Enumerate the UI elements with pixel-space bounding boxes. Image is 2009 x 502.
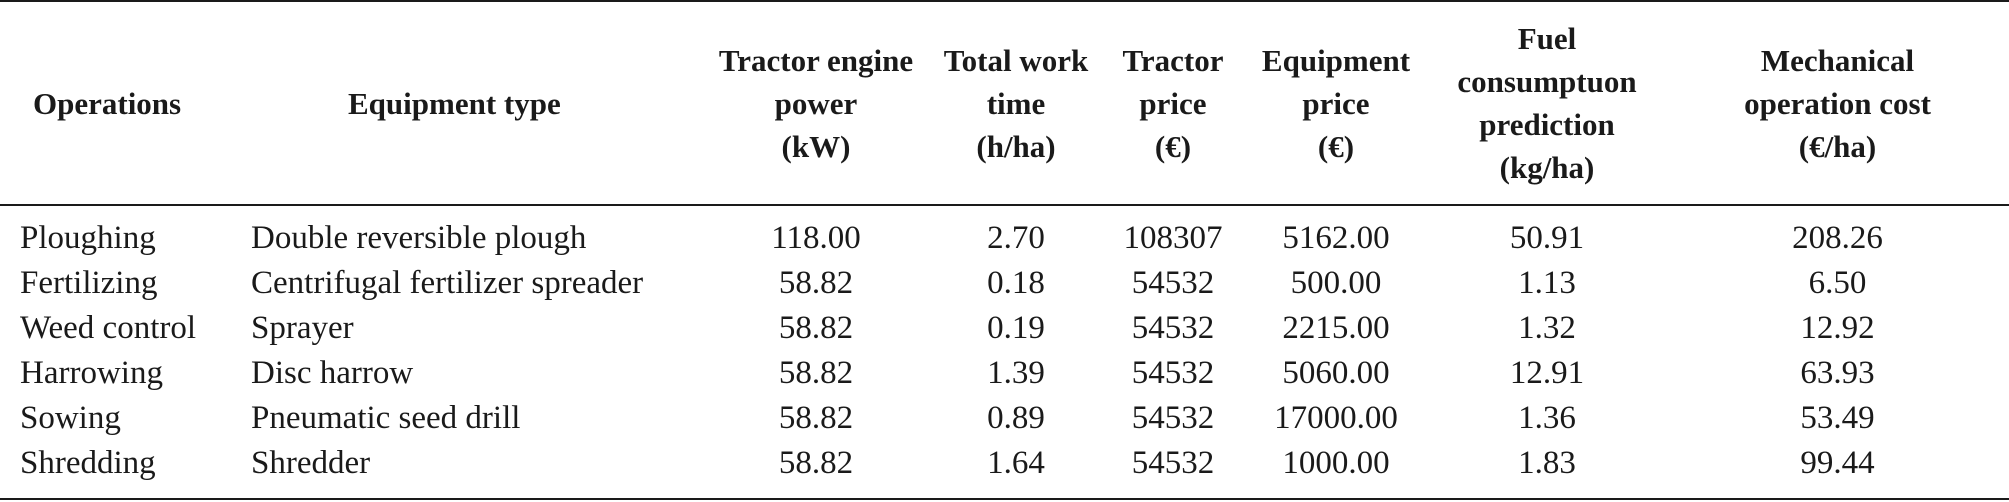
cell-equipment-type: Centrifugal fertilizer spreader <box>251 265 644 301</box>
header-total-work-time: Total work time (h/ha) <box>943 42 1089 164</box>
cell-equipment-type: Pneumatic seed drill <box>251 400 521 436</box>
header-equipment-price: Equipment price (€) <box>1261 42 1411 164</box>
cell-tractor-engine-power: 58.82 <box>778 445 854 481</box>
header-tractor-engine-power: Tractor engine power (kW) <box>718 42 914 164</box>
header-equipment-type: Equipment type <box>348 85 561 121</box>
cell-fuel-consumption: 1.13 <box>1518 265 1576 301</box>
cell-operation: Shredding <box>20 445 156 481</box>
cell-tractor-engine-power: 58.82 <box>778 400 854 436</box>
table-bottom-rule <box>0 498 2009 500</box>
cell-equipment-type: Double reversible plough <box>251 220 587 256</box>
cell-equipment-type: Shredder <box>251 445 371 481</box>
cell-tractor-price: 54532 <box>1131 445 1215 481</box>
cell-equipment-price: 2215.00 <box>1282 310 1390 346</box>
cell-mechanical-operation-cost: 6.50 <box>1808 265 1867 301</box>
table-header-rule <box>0 204 2009 206</box>
cell-equipment-type: Disc harrow <box>251 355 414 391</box>
cell-operation: Sowing <box>20 400 121 436</box>
cell-total-work-time: 1.39 <box>987 355 1045 391</box>
cell-fuel-consumption: 1.32 <box>1518 310 1576 346</box>
cell-total-work-time: 0.89 <box>987 400 1045 436</box>
cell-total-work-time: 2.70 <box>987 220 1045 256</box>
cell-total-work-time: 0.19 <box>987 310 1045 346</box>
cell-total-work-time: 0.18 <box>987 265 1045 301</box>
cell-mechanical-operation-cost: 99.44 <box>1800 445 1875 481</box>
cell-tractor-price: 54532 <box>1131 400 1215 436</box>
cell-tractor-price: 108307 <box>1123 220 1223 256</box>
cell-tractor-engine-power: 118.00 <box>771 220 861 256</box>
header-fuel-consumption-prediction: Fuel consumptuon prediction (kg/ha) <box>1457 21 1637 185</box>
cell-mechanical-operation-cost: 12.92 <box>1800 310 1875 346</box>
table-row: Weed control Sprayer 58.82 0.19 54532 22… <box>0 306 2009 351</box>
table-row: Shredding Shredder 58.82 1.64 54532 1000… <box>0 441 2009 486</box>
cell-equipment-price: 5162.00 <box>1282 220 1390 256</box>
cell-operation: Weed control <box>20 310 197 346</box>
cell-equipment-type: Sprayer <box>251 310 354 346</box>
table-row: Ploughing Double reversible plough 118.0… <box>0 204 2009 261</box>
cell-total-work-time: 1.64 <box>987 445 1045 481</box>
cell-mechanical-operation-cost: 63.93 <box>1800 355 1875 391</box>
cell-tractor-engine-power: 58.82 <box>778 355 854 391</box>
cell-equipment-price: 1000.00 <box>1282 445 1390 481</box>
cell-equipment-price: 500.00 <box>1290 265 1382 301</box>
cell-fuel-consumption: 1.83 <box>1518 445 1576 481</box>
cell-fuel-consumption: 12.91 <box>1509 355 1585 391</box>
cell-tractor-engine-power: 58.82 <box>778 310 854 346</box>
cell-fuel-consumption: 1.36 <box>1518 400 1576 436</box>
cell-tractor-price: 54532 <box>1131 355 1215 391</box>
cell-tractor-price: 54532 <box>1131 265 1215 301</box>
table-top-rule <box>0 0 2009 2</box>
header-tractor-price: Tractor price (€) <box>1122 42 1224 164</box>
cell-mechanical-operation-cost: 53.49 <box>1800 400 1875 436</box>
table-row: Fertilizing Centrifugal fertilizer sprea… <box>0 261 2009 306</box>
cell-operation: Ploughing <box>20 220 156 256</box>
table-row: Harrowing Disc harrow 58.82 1.39 54532 5… <box>0 351 2009 396</box>
cell-equipment-price: 17000.00 <box>1274 400 1398 436</box>
cell-fuel-consumption: 50.91 <box>1509 220 1585 256</box>
cell-equipment-price: 5060.00 <box>1282 355 1390 391</box>
cell-operation: Harrowing <box>20 355 163 391</box>
mechanical-operations-table: Operations Equipment type Tractor engine… <box>0 2 2009 486</box>
cell-operation: Fertilizing <box>20 265 158 301</box>
cell-tractor-price: 54532 <box>1131 310 1215 346</box>
header-mechanical-operation-cost: Mechanical operation cost (€/ha) <box>1744 42 1931 164</box>
table-row: Sowing Pneumatic seed drill 58.82 0.89 5… <box>0 396 2009 441</box>
header-operations: Operations <box>33 85 182 121</box>
cell-mechanical-operation-cost: 208.26 <box>1792 220 1883 256</box>
cell-tractor-engine-power: 58.82 <box>778 265 854 301</box>
table-header-row: Operations Equipment type Tractor engine… <box>0 2 2009 204</box>
